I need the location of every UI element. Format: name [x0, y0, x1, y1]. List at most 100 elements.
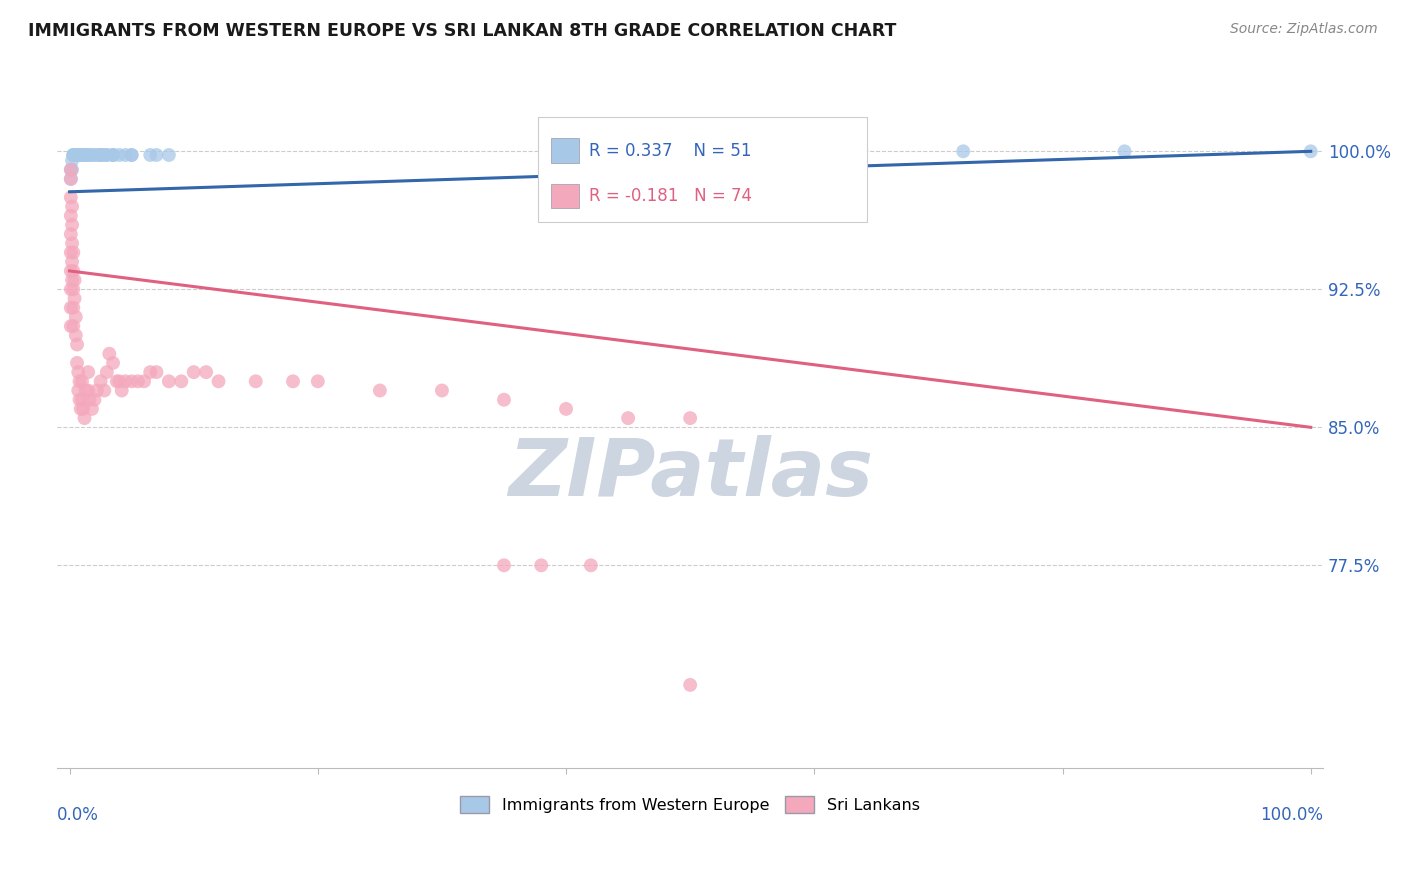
Point	[66, 356, 89, 370]
Point	[69, 392, 91, 407]
Point	[86, 148, 108, 162]
Point	[579, 558, 602, 573]
Point	[67, 384, 90, 398]
Point	[127, 374, 149, 388]
Point	[65, 148, 87, 162]
Point	[245, 374, 267, 388]
Point	[69, 148, 91, 162]
Point	[62, 319, 84, 334]
Point	[77, 365, 100, 379]
Point	[207, 374, 229, 388]
Point	[60, 254, 83, 268]
Point	[60, 273, 83, 287]
Point	[63, 148, 86, 162]
Point	[59, 162, 82, 177]
Point	[60, 153, 83, 168]
Point	[492, 558, 515, 573]
Point	[1299, 145, 1322, 159]
Point	[530, 558, 553, 573]
Point	[145, 148, 167, 162]
Bar	[551, 184, 579, 209]
Point	[69, 148, 91, 162]
Point	[70, 392, 93, 407]
Point	[59, 319, 82, 334]
Point	[59, 162, 82, 177]
Point	[101, 148, 124, 162]
Point	[75, 384, 97, 398]
Point	[96, 148, 118, 162]
Point	[803, 145, 825, 159]
Point	[121, 148, 143, 162]
Point	[90, 148, 112, 162]
Point	[65, 148, 87, 162]
Point	[98, 347, 121, 361]
Point	[101, 148, 124, 162]
FancyBboxPatch shape	[538, 118, 868, 222]
Text: Source: ZipAtlas.com: Source: ZipAtlas.com	[1230, 22, 1378, 37]
Point	[101, 356, 124, 370]
Point	[114, 148, 136, 162]
Legend: Immigrants from Western Europe, Sri Lankans: Immigrants from Western Europe, Sri Lank…	[454, 789, 927, 819]
Point	[63, 273, 86, 287]
Point	[430, 384, 453, 398]
Point	[66, 148, 89, 162]
Point	[65, 328, 87, 343]
Point	[281, 374, 304, 388]
Point	[70, 374, 93, 388]
Point	[66, 337, 89, 351]
Point	[111, 384, 134, 398]
Point	[86, 384, 108, 398]
Point	[121, 148, 143, 162]
Point	[96, 365, 118, 379]
Point	[62, 264, 84, 278]
Point	[77, 148, 100, 162]
Point	[59, 264, 82, 278]
Point	[83, 148, 105, 162]
Point	[62, 282, 84, 296]
Point	[63, 148, 86, 162]
Point	[67, 148, 90, 162]
Text: 0.0%: 0.0%	[58, 806, 98, 824]
Point	[62, 148, 84, 162]
Point	[617, 411, 640, 425]
Point	[170, 374, 193, 388]
Point	[59, 172, 82, 186]
Point	[105, 374, 128, 388]
Point	[72, 148, 94, 162]
Point	[69, 148, 91, 162]
Point	[76, 148, 98, 162]
Point	[63, 292, 86, 306]
Point	[69, 374, 91, 388]
Point	[59, 282, 82, 296]
Point	[108, 148, 131, 162]
Point	[157, 148, 180, 162]
Point	[555, 401, 578, 416]
Point	[679, 678, 702, 692]
Text: R = 0.337    N = 51: R = 0.337 N = 51	[589, 142, 751, 160]
Point	[108, 374, 131, 388]
Point	[60, 200, 83, 214]
Point	[62, 301, 84, 315]
Bar	[551, 138, 579, 163]
Point	[73, 411, 96, 425]
Text: ZIPatlas: ZIPatlas	[508, 435, 873, 513]
Point	[62, 148, 84, 162]
Point	[59, 301, 82, 315]
Point	[60, 162, 83, 177]
Point	[90, 374, 112, 388]
Point	[59, 172, 82, 186]
Point	[96, 148, 118, 162]
Point	[101, 148, 124, 162]
Point	[65, 148, 87, 162]
Point	[157, 374, 180, 388]
Point	[80, 401, 103, 416]
Point	[67, 148, 90, 162]
Point	[73, 148, 96, 162]
Point	[121, 374, 143, 388]
Point	[183, 365, 205, 379]
Point	[69, 148, 91, 162]
Text: R = -0.181   N = 74: R = -0.181 N = 74	[589, 186, 752, 205]
Point	[79, 148, 101, 162]
Point	[75, 148, 97, 162]
Point	[492, 392, 515, 407]
